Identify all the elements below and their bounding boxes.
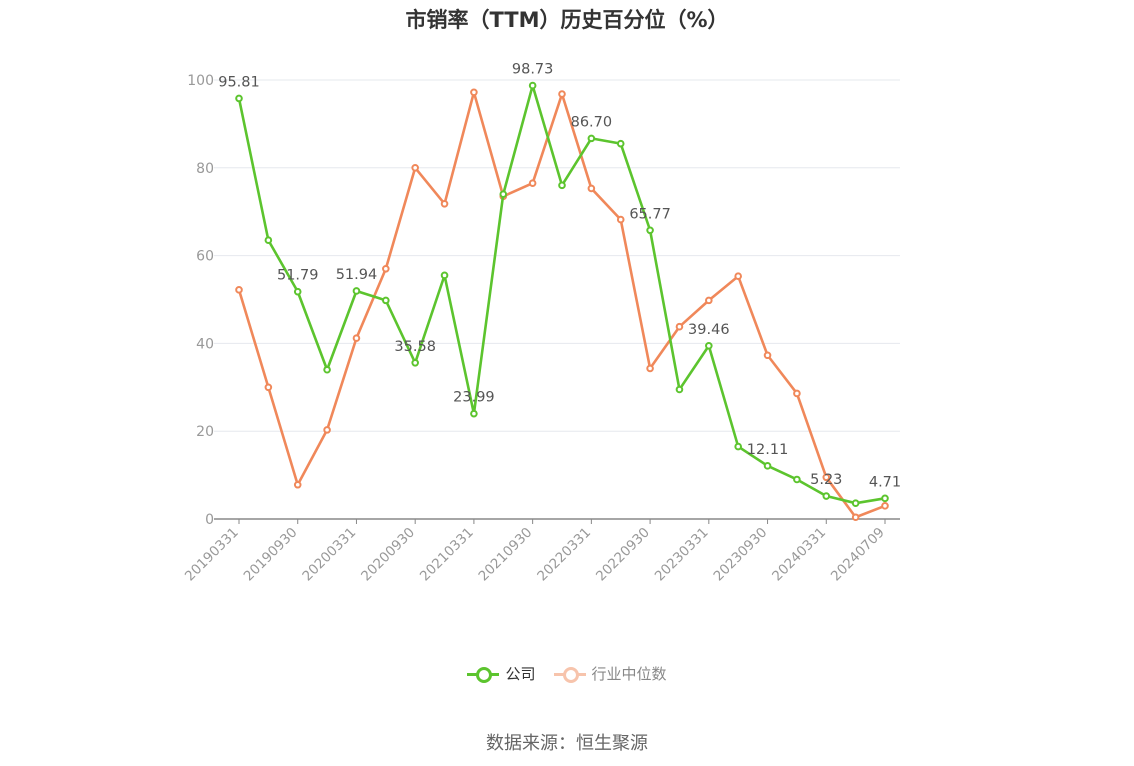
x-tick-label: 20200930 bbox=[358, 525, 418, 585]
data-point bbox=[440, 199, 449, 208]
data-point bbox=[323, 365, 331, 374]
x-tick-label: 20210930 bbox=[476, 525, 536, 585]
series-line-company bbox=[237, 84, 886, 505]
data-point bbox=[646, 364, 654, 373]
data-point bbox=[587, 184, 596, 193]
data-point bbox=[470, 88, 478, 97]
data-label: 4.71 bbox=[869, 474, 901, 490]
x-tick-label: 20210331 bbox=[417, 525, 477, 585]
data-point bbox=[851, 499, 860, 507]
data-point bbox=[675, 385, 684, 394]
data-point bbox=[881, 502, 889, 510]
data-point bbox=[293, 480, 302, 489]
x-tick-label: 20200331 bbox=[299, 525, 359, 585]
data-point bbox=[499, 190, 508, 198]
y-tick-label: 40 bbox=[196, 336, 214, 352]
x-tick-label: 20190331 bbox=[182, 525, 242, 585]
series-lines bbox=[235, 81, 889, 522]
x-tick-label: 20230331 bbox=[652, 525, 712, 585]
data-label: 98.73 bbox=[512, 62, 554, 78]
data-point bbox=[558, 90, 566, 98]
y-tick-label: 20 bbox=[196, 424, 214, 440]
data-source-note: 数据来源：恒生聚源 bbox=[486, 733, 648, 754]
legend-industry-label: 行业中位数 bbox=[591, 665, 667, 683]
data-point bbox=[235, 286, 243, 294]
data-point bbox=[382, 264, 390, 273]
data-point bbox=[705, 296, 713, 305]
axes: 0 20 40 60 80 100 2019033120190930202003312020… bbox=[182, 73, 900, 584]
data-point bbox=[763, 351, 772, 360]
data-label: 35.58 bbox=[394, 339, 436, 355]
data-point bbox=[616, 139, 625, 148]
data-point bbox=[646, 226, 654, 235]
data-label: 95.81 bbox=[218, 74, 260, 90]
data-point bbox=[264, 383, 273, 392]
chart-title: 市销率（TTM）历史百分位（%） bbox=[405, 8, 729, 32]
data-point bbox=[822, 492, 831, 500]
data-point bbox=[323, 426, 331, 434]
data-point bbox=[793, 475, 801, 484]
data-point bbox=[235, 94, 243, 103]
legend-company-marker-icon bbox=[467, 665, 500, 683]
data-point bbox=[382, 296, 390, 305]
data-point bbox=[616, 215, 625, 224]
data-point bbox=[528, 179, 537, 187]
x-tick-label: 20230930 bbox=[710, 525, 770, 585]
data-point bbox=[763, 462, 772, 470]
grid-lines bbox=[214, 79, 900, 432]
x-tick-label: 20220331 bbox=[534, 525, 594, 585]
x-tick-label: 20220930 bbox=[593, 525, 653, 585]
y-tick-label: 60 bbox=[196, 249, 214, 265]
data-point bbox=[440, 271, 449, 280]
data-label: 23.99 bbox=[453, 390, 495, 406]
data-label: 51.94 bbox=[336, 267, 378, 283]
data-label: 5.23 bbox=[810, 472, 842, 488]
data-label: 86.70 bbox=[571, 114, 613, 130]
data-point bbox=[528, 81, 537, 90]
x-tick-label: 20240709 bbox=[828, 525, 888, 585]
legend-company-label: 公司 bbox=[505, 665, 536, 683]
data-point bbox=[793, 389, 801, 398]
data-label: 51.79 bbox=[277, 268, 319, 284]
y-tick-label: 0 bbox=[205, 512, 214, 528]
data-point bbox=[470, 409, 478, 418]
legend-item-company[interactable]: 公司 bbox=[467, 663, 536, 684]
data-point bbox=[734, 272, 742, 281]
data-label: 39.46 bbox=[688, 322, 730, 338]
legend-item-industry[interactable]: 行业中位数 bbox=[553, 663, 667, 684]
y-tick-label: 100 bbox=[187, 73, 214, 89]
data-point bbox=[293, 287, 302, 296]
data-point bbox=[851, 513, 860, 522]
legend-industry-marker-icon bbox=[553, 665, 586, 683]
data-point bbox=[705, 341, 713, 350]
data-label: 12.11 bbox=[747, 442, 789, 458]
x-tick-label: 20240331 bbox=[769, 525, 829, 585]
data-point bbox=[352, 334, 361, 342]
data-label: 65.77 bbox=[629, 206, 671, 222]
data-point bbox=[352, 287, 361, 295]
y-tick-label: 80 bbox=[196, 161, 214, 177]
data-point bbox=[411, 164, 419, 172]
data-point bbox=[558, 181, 566, 190]
data-point bbox=[264, 236, 273, 245]
data-point bbox=[411, 359, 419, 367]
data-point bbox=[881, 494, 889, 503]
data-point bbox=[675, 322, 684, 331]
legend: 公司 行业中位数 bbox=[0, 663, 1134, 684]
data-labels: 95.81 51.79 51.94 35.58 23.99 98.73 86.70 65.77… bbox=[218, 62, 901, 491]
data-point bbox=[734, 442, 742, 451]
x-tick-label: 20190930 bbox=[241, 525, 301, 585]
data-point bbox=[822, 473, 831, 482]
data-point bbox=[587, 134, 596, 143]
